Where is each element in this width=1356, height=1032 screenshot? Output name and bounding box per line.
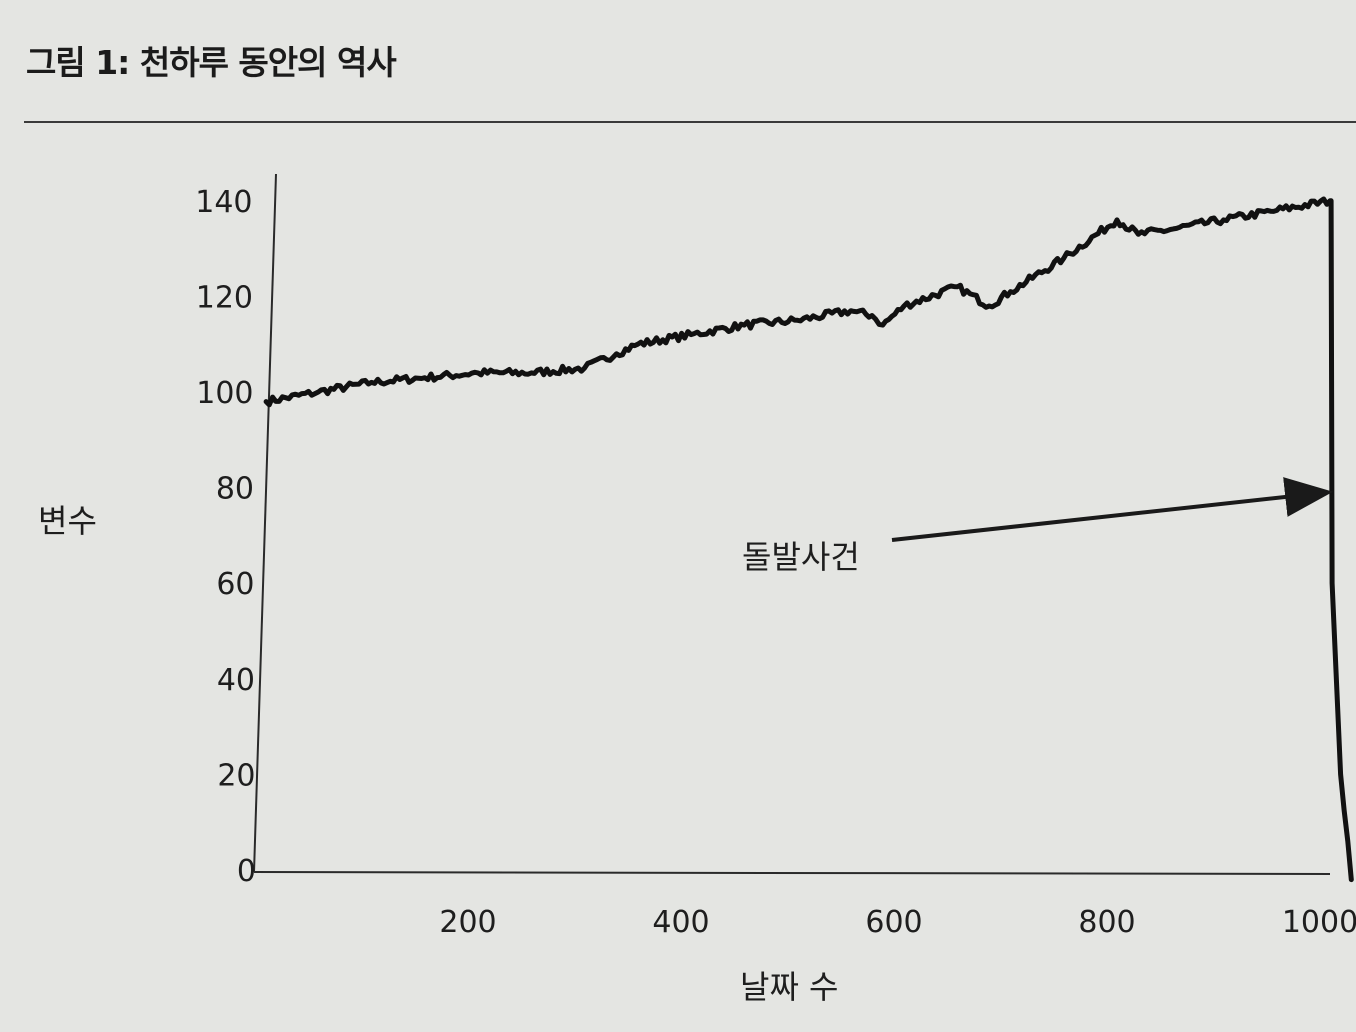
y-tick-labels: 0 20 40 60 80 100 120 140 [195,185,256,889]
x-tick-label: 200 [439,905,496,940]
y-tick-label: 20 [217,758,255,793]
series-line [263,196,1354,883]
y-tick-label: 100 [196,376,253,411]
x-tick-label: 1000 [1282,905,1356,940]
y-axis-label: 변수 [38,502,97,540]
title-rule [24,121,1356,123]
x-axis-label: 날짜 수 [740,968,839,1006]
y-tick-label: 60 [216,567,254,602]
annotation-label: 돌발사건 [742,538,860,576]
x-axis-line [253,871,1331,875]
x-tick-label: 600 [865,905,922,940]
y-tick-label: 120 [196,280,253,315]
y-tick-label: 80 [216,472,254,507]
y-axis-line [253,173,277,873]
x-tick-label: 400 [652,905,709,940]
annotation-arrow [891,477,1334,542]
y-tick-label: 140 [195,185,252,220]
x-tick-label: 800 [1078,905,1135,940]
figure-title: 그림 1: 천하루 동안의 역사 [26,43,397,82]
y-tick-label: 0 [237,854,256,889]
x-tick-labels: 200 400 600 800 1000 [439,905,1356,940]
y-tick-label: 40 [217,663,255,698]
